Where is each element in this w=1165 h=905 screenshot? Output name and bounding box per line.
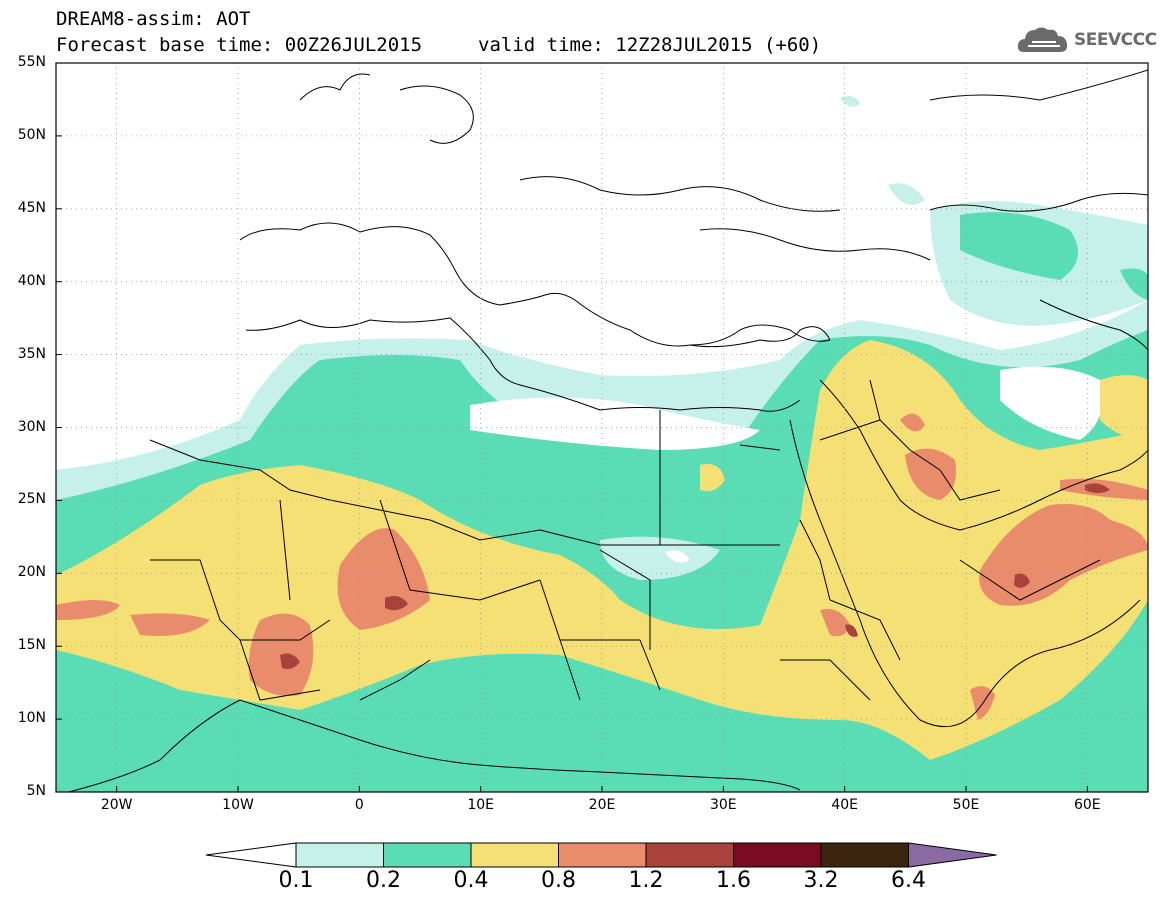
lon-label: 0 <box>354 797 364 813</box>
colorbar-segment <box>383 842 472 868</box>
cloud-icon <box>1017 27 1068 52</box>
lat-label: 45N <box>17 199 46 216</box>
colorbar-label: 0.8 <box>541 868 576 893</box>
colorbar-segment <box>733 842 822 868</box>
coastlines <box>66 69 1148 792</box>
colorbar-segment <box>558 842 647 868</box>
logo-text: SEEVCCC <box>1074 30 1157 50</box>
colorbar-under-triangle <box>205 842 297 868</box>
lat-label: 35N <box>17 345 46 362</box>
lon-label: 50E <box>952 797 980 813</box>
lat-label: 40N <box>17 272 46 289</box>
lon-label: 20E <box>588 797 616 813</box>
colorbar-label: 0.4 <box>453 868 489 893</box>
lat-label: 20N <box>17 564 46 581</box>
colorbar-label: 1.6 <box>716 868 751 893</box>
lat-label: 5N <box>26 783 46 799</box>
colorbar-segment <box>470 842 559 868</box>
lat-label: 15N <box>17 637 46 654</box>
colorbar-segment <box>645 842 734 868</box>
lon-label: 20W <box>100 797 133 813</box>
seevccc-logo: SEEVCCC <box>1016 22 1157 58</box>
valid-time: valid time: 12Z28JUL2015 (+60) <box>478 34 822 56</box>
colorbar-over-triangle <box>908 842 997 868</box>
colorbar-segment <box>295 842 384 868</box>
lon-label: 10E <box>467 797 494 813</box>
colorbar-label: 1.2 <box>628 868 664 893</box>
colorbar-label: 6.4 <box>891 868 926 893</box>
lon-label: 10W <box>222 797 254 813</box>
colorbar-label: 3.2 <box>803 868 839 893</box>
colorbar-label: 0.2 <box>366 868 401 893</box>
lon-label: 30E <box>709 797 737 813</box>
lat-label: 30N <box>17 418 46 435</box>
lon-label: 40E <box>831 797 858 813</box>
lat-label: 50N <box>17 126 46 143</box>
map-title: DREAM8-assim: AOT <box>56 8 251 30</box>
colorbar-segment <box>820 842 909 868</box>
colorbar-label: 0.1 <box>278 868 314 893</box>
lat-label: 10N <box>17 710 46 727</box>
axis-ticks <box>56 62 1088 793</box>
lon-label: 60E <box>1073 797 1101 813</box>
forecast-base-time: Forecast base time: 00Z26JUL2015 <box>56 34 423 56</box>
gridlines <box>56 63 1148 792</box>
colorbar <box>205 842 997 868</box>
lat-label: 25N <box>17 491 46 508</box>
lat-label: 55N <box>17 54 46 70</box>
